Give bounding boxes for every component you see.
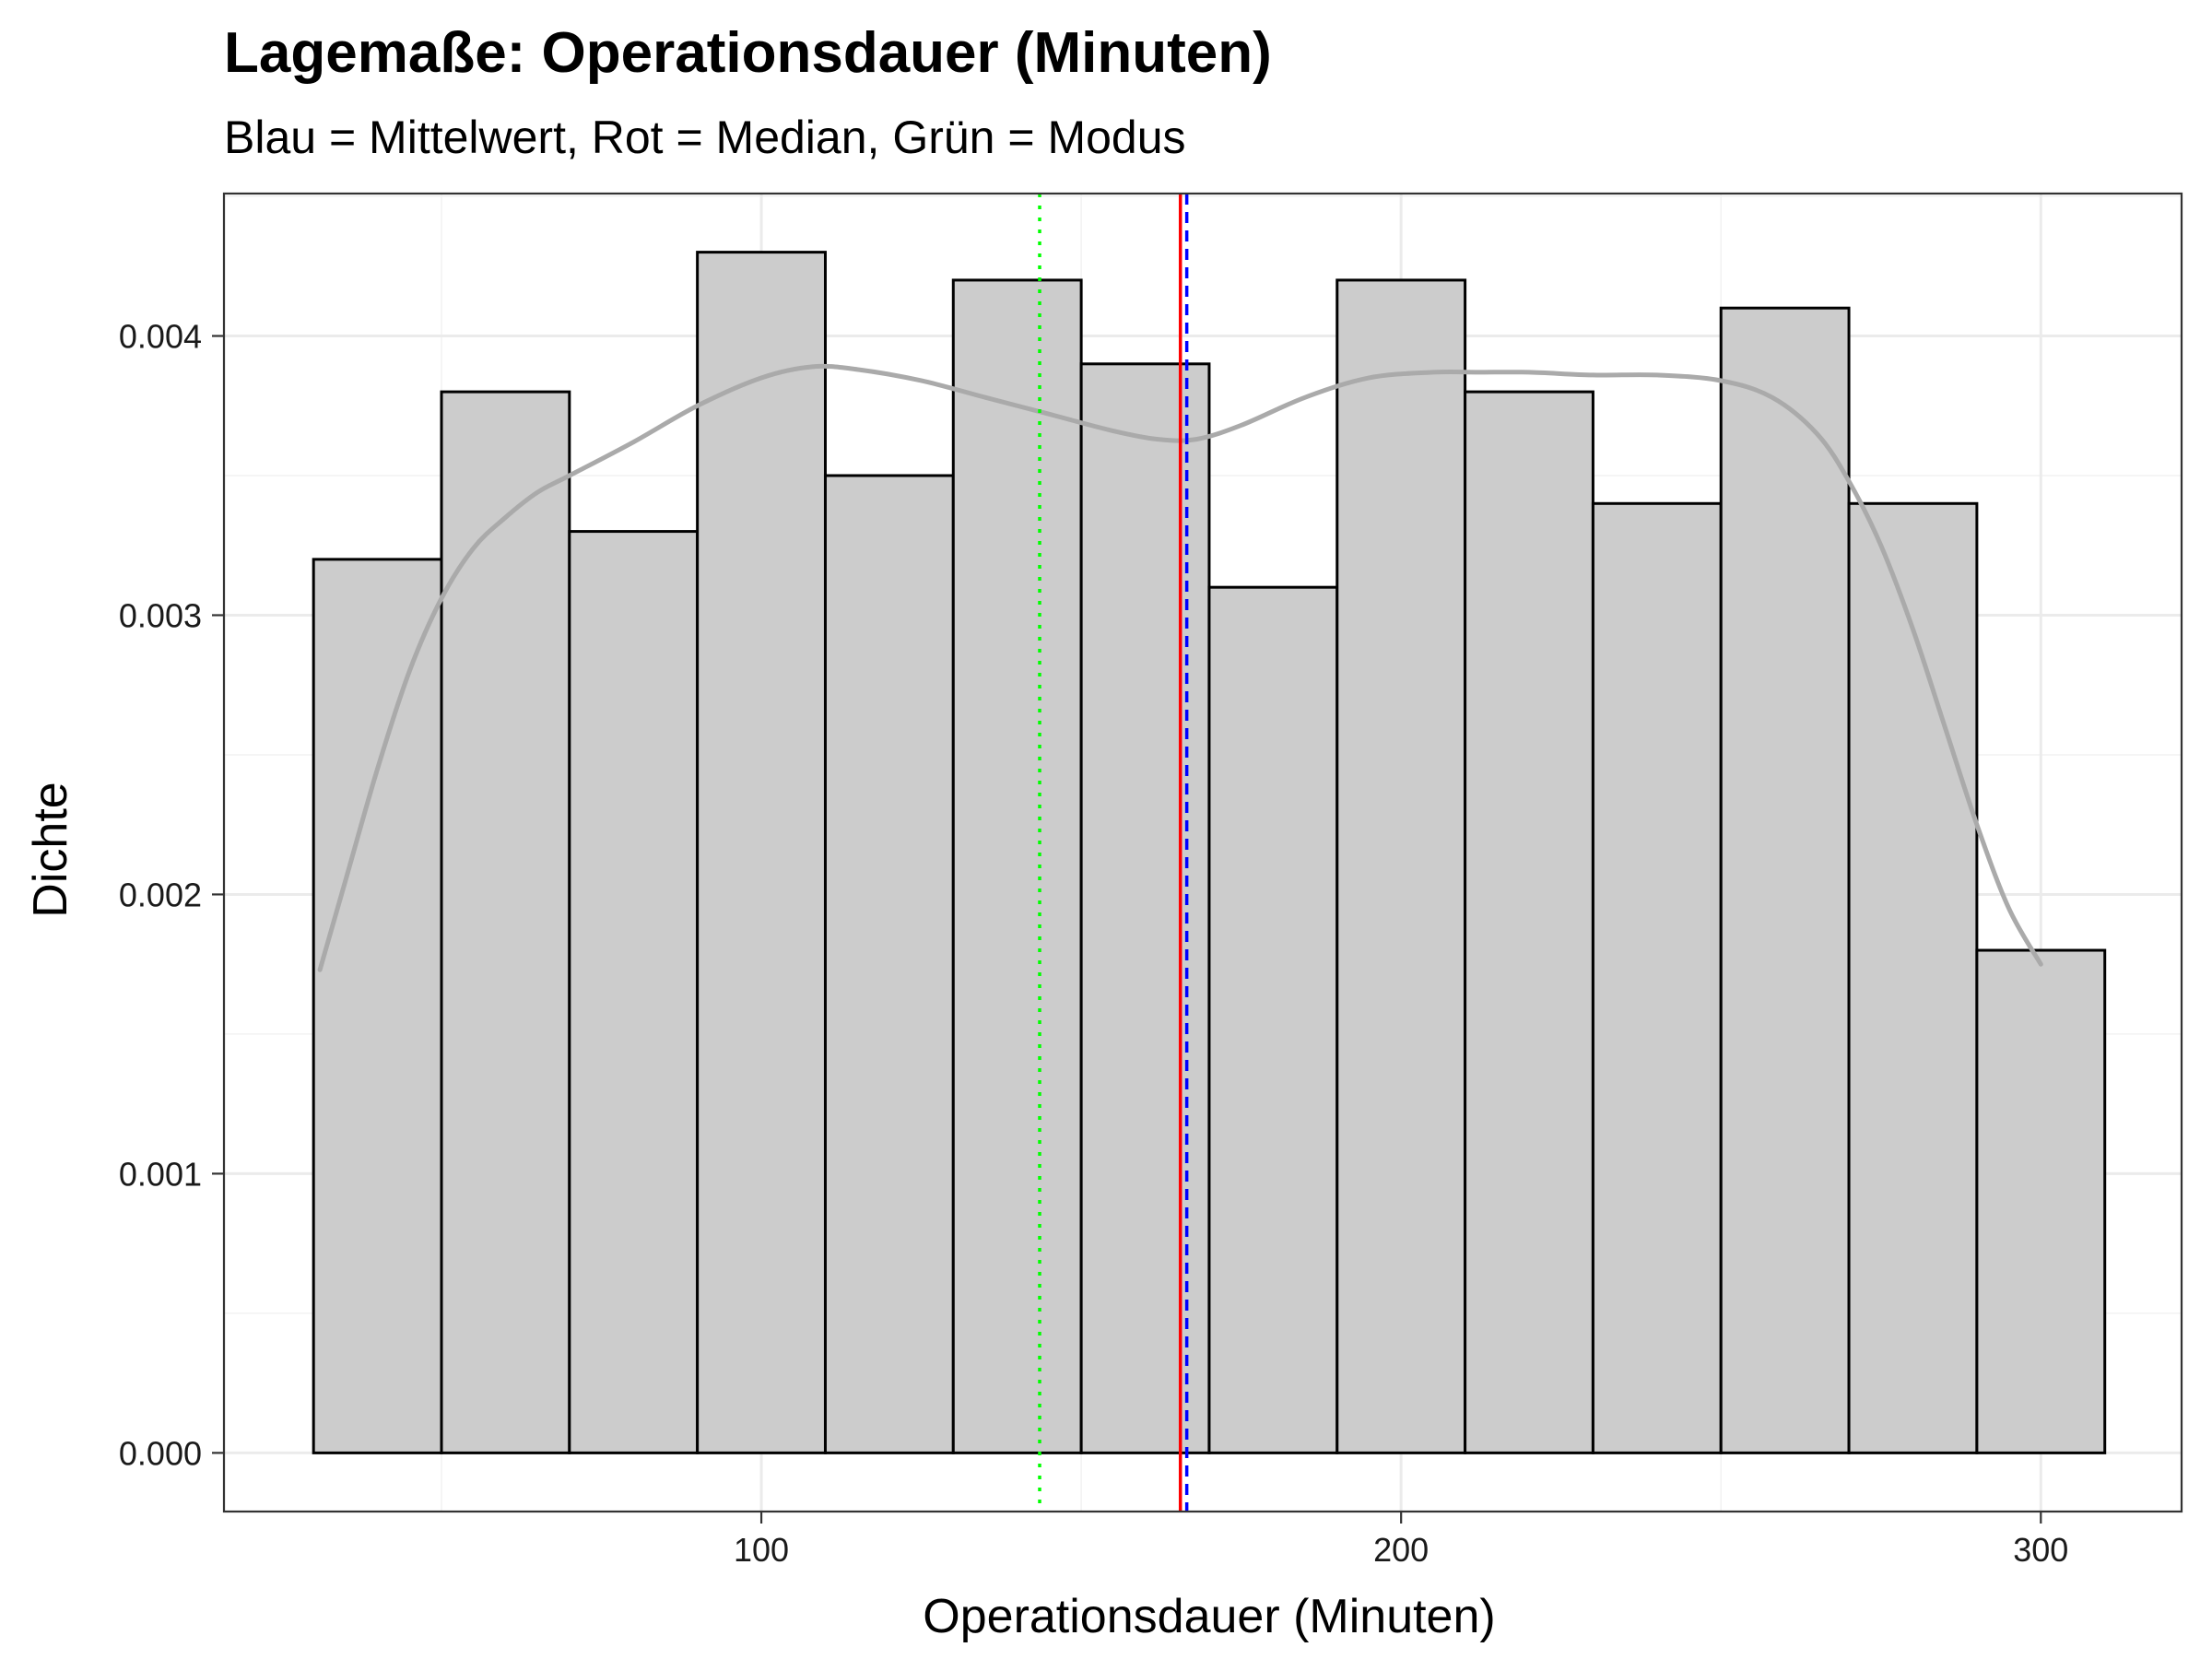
y-tick-label: 0.003 [119, 596, 202, 634]
histogram-bar [1719, 306, 1851, 1454]
histogram-bar [568, 530, 700, 1454]
x-axis-ticks: 100 200 300 [734, 1512, 2068, 1569]
y-tick-label: 0.002 [119, 876, 202, 913]
density-curve [317, 363, 2043, 972]
reference-lines [1038, 194, 1189, 1512]
histogram-bar [1591, 501, 1723, 1454]
histogram-bar [312, 558, 443, 1454]
y-tick-label: 0.001 [119, 1155, 202, 1193]
histogram-bar [951, 278, 1083, 1454]
x-tick-label: 100 [734, 1531, 789, 1569]
y-tick-label: 0.004 [119, 318, 202, 356]
histogram-bar [696, 251, 827, 1454]
histogram-bar [1079, 362, 1211, 1454]
chart-subtitle: Blau = Mittelwert, Rot = Median, Grün = … [224, 112, 1186, 163]
chart-title: Lagemaße: Operationsdauer (Minuten) [224, 21, 1272, 85]
x-tick-label: 200 [1373, 1531, 1429, 1569]
histogram-bar [1975, 948, 2107, 1454]
histogram-bar [1335, 278, 1467, 1454]
histogram-bars [312, 251, 2107, 1454]
plot-panel-border [222, 192, 2183, 1513]
x-axis-label: Operationsdauer (Minuten) [923, 1590, 1495, 1643]
histogram-bar [440, 390, 571, 1454]
histogram-bar [1207, 585, 1339, 1454]
histogram-bar [1464, 390, 1594, 1454]
histogram-bar [1847, 501, 1979, 1454]
y-tick-label: 0.000 [119, 1434, 202, 1472]
histogram-bar [823, 474, 955, 1454]
y-axis-ticks: 0.000 0.001 0.002 0.003 0.004 [119, 318, 224, 1472]
x-tick-label: 300 [2013, 1531, 2068, 1569]
y-axis-label: Dichte [24, 782, 77, 917]
